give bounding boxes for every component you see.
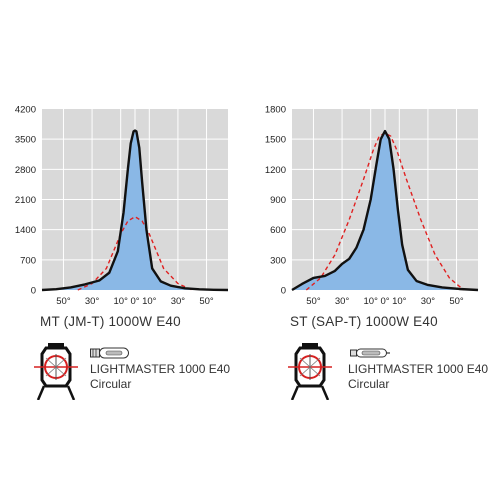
x-tick-label: 50° bbox=[56, 296, 71, 307]
y-tick-label: 700 bbox=[20, 255, 36, 266]
x-tick-label: 30° bbox=[335, 296, 350, 307]
x-tick-label: 0° bbox=[380, 296, 389, 307]
y-tick-label: 4200 bbox=[15, 105, 36, 116]
y-tick-label: 0 bbox=[31, 286, 36, 297]
product-shape: Circular bbox=[90, 377, 132, 391]
y-tick-label: 900 bbox=[270, 195, 286, 206]
x-tick-label: 30° bbox=[171, 296, 186, 307]
comparison-dashed-line bbox=[77, 216, 193, 291]
product-shape: Circular bbox=[348, 377, 390, 391]
chart-title: MT (JM-T) 1000W E40 bbox=[40, 314, 181, 329]
y-tick-label: 600 bbox=[270, 225, 286, 236]
chart-st-sap-t: 1800 1500 1200 900 600 300 0 50° 30° 10° 0° 10° 30° 5… bbox=[265, 105, 479, 307]
chart-mt-jm-t: 4200 3500 2800 2100 1400 700 0 50° 30° 10° 0° 10° 30… bbox=[15, 105, 229, 307]
x-tick-label: 0° bbox=[130, 296, 139, 307]
circular-floodlight-icon bbox=[34, 343, 78, 400]
x-tick-label: 10° bbox=[364, 296, 379, 307]
y-tick-label: 300 bbox=[270, 255, 286, 266]
product-name: LIGHTMASTER 1000 E40 bbox=[348, 362, 489, 376]
y-tick-label: 1200 bbox=[265, 165, 286, 176]
x-tick-label: 10° bbox=[142, 296, 157, 307]
chart-title: ST (SAP-T) 1000W E40 bbox=[290, 314, 438, 329]
intensity-fill-area bbox=[292, 131, 478, 290]
circular-floodlight-icon bbox=[288, 343, 332, 400]
x-tick-label: 50° bbox=[449, 296, 464, 307]
y-tick-label: 3500 bbox=[15, 135, 36, 146]
x-tick-label: 10° bbox=[114, 296, 129, 307]
y-tick-label: 1400 bbox=[15, 225, 36, 236]
left-panel: 4200 3500 2800 2100 1400 700 0 50° 30° 10° 0° 10° 30… bbox=[15, 105, 231, 400]
tubular-lamp-icon bbox=[90, 347, 129, 359]
intensity-curve-line bbox=[41, 129, 229, 292]
x-tick-label: 10° bbox=[392, 296, 407, 307]
x-tick-label: 30° bbox=[85, 296, 100, 307]
right-panel: 1800 1500 1200 900 600 300 0 50° 30° 10° 0° 10° 30° 5… bbox=[250, 0, 500, 500]
y-tick-label: 1800 bbox=[265, 105, 286, 116]
y-tick-label: 2100 bbox=[15, 195, 36, 206]
x-tick-label: 30° bbox=[421, 296, 436, 307]
product-name: LIGHTMASTER 1000 E40 bbox=[90, 362, 231, 376]
y-tick-label: 0 bbox=[281, 286, 286, 297]
intensity-fill-area bbox=[42, 130, 228, 290]
x-tick-label: 50° bbox=[199, 296, 214, 307]
comparison-dashed-line bbox=[305, 132, 465, 291]
y-tick-label: 1500 bbox=[265, 135, 286, 146]
intensity-curve-line bbox=[291, 129, 479, 292]
y-tick-label: 2800 bbox=[15, 165, 36, 176]
tubular-lamp-icon bbox=[350, 348, 390, 358]
x-tick-label: 50° bbox=[306, 296, 321, 307]
